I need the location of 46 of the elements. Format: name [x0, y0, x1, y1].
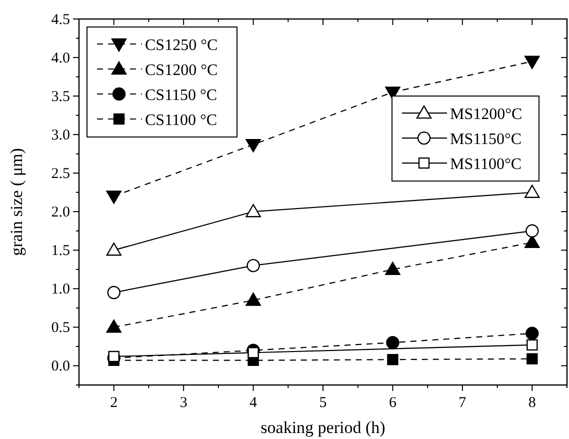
x-tick-label: 2	[110, 395, 118, 411]
y-tick-label: 4.0	[51, 50, 70, 67]
y-tick-label: 3.0	[51, 128, 70, 144]
y-tick-label: 2.0	[51, 204, 70, 221]
point	[524, 184, 540, 198]
x-tick-label: 5	[319, 395, 327, 411]
point	[385, 262, 400, 276]
point	[526, 326, 539, 340]
y-tick-label: 3.5	[51, 89, 70, 106]
y-tick-label: 0.5	[51, 320, 70, 336]
y-tick-label: 0.0	[51, 358, 70, 375]
y-tick-label: 1.5	[51, 243, 70, 260]
legend-label: MS1150°C	[450, 131, 522, 148]
point	[107, 286, 120, 300]
legend-label: MS1200°C	[450, 106, 522, 124]
x-axis-title: soaking period (h)	[260, 418, 386, 437]
y-tick-label: 2.5	[51, 166, 70, 182]
y-axis-title: grain size ( μm)	[7, 148, 26, 256]
legend-label: CS1250 °C	[145, 37, 218, 54]
legend-label: CS1200 °C	[145, 62, 218, 79]
point	[387, 354, 398, 366]
legend-label: MS1100°C	[450, 156, 522, 174]
x-tick-label: 7	[458, 395, 467, 411]
legend-label: CS1150 °C	[145, 87, 218, 104]
point	[246, 138, 261, 152]
x-tick-label: 3	[180, 395, 188, 411]
point	[246, 292, 261, 306]
y-tick-label: 4.5	[51, 12, 70, 28]
point	[526, 339, 538, 351]
point	[108, 350, 120, 362]
point	[106, 190, 122, 204]
y-tick-label: 1.0	[51, 282, 70, 298]
point	[526, 224, 539, 238]
x-tick-label: 8	[528, 395, 536, 411]
x-tick-label: 6	[388, 395, 397, 411]
point	[106, 320, 122, 333]
point	[246, 204, 261, 218]
x-tick-label: 4	[250, 395, 258, 411]
point	[386, 336, 400, 350]
point	[524, 56, 540, 69]
legend-label: CS1100 °C	[145, 112, 218, 129]
point	[106, 242, 122, 256]
point	[248, 347, 259, 358]
point	[246, 258, 260, 272]
point	[385, 86, 400, 100]
point	[526, 353, 538, 364]
